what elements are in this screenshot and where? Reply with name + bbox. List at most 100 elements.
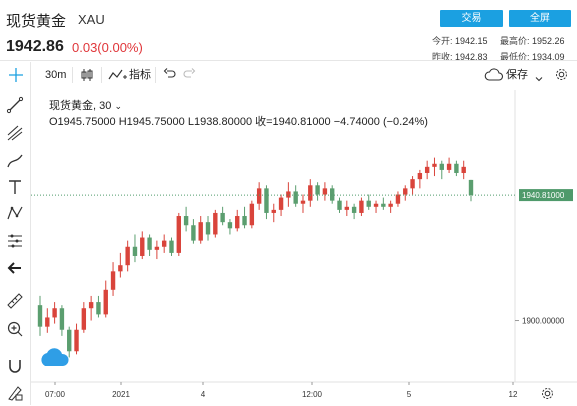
x-tick-label: 12:00: [302, 390, 323, 399]
candle-body: [256, 188, 262, 204]
x-tick-label: 2021: [112, 390, 130, 399]
candle-body: [183, 216, 189, 226]
candle-body: [417, 172, 423, 180]
stat-open-value: 1942.15: [455, 36, 488, 46]
candle-body: [191, 225, 196, 241]
pattern-tool-icon[interactable]: [4, 202, 26, 224]
candle-body: [147, 237, 152, 250]
candle-body: [59, 308, 65, 330]
candle-body: [410, 179, 415, 189]
cloud-save-icon[interactable]: [484, 67, 504, 82]
candle-body: [300, 200, 306, 204]
stat-prevclose-value: 1942.83: [455, 52, 488, 62]
stat-open: 今开: 1942.15: [432, 34, 488, 47]
magnet-icon[interactable]: [4, 355, 26, 377]
indicators-button[interactable]: 指标: [129, 69, 151, 81]
candle-body: [337, 200, 342, 210]
current-price: 1942.86: [6, 38, 64, 55]
trendline-tool-icon[interactable]: [4, 94, 26, 116]
candle-body: [359, 200, 364, 213]
toolbar-separator: [101, 67, 102, 83]
zoom-in-icon[interactable]: [4, 318, 26, 340]
stat-high: 最高价: 1952.26: [500, 34, 565, 47]
candle-body: [227, 222, 233, 229]
candle-body: [37, 305, 43, 327]
candle-body: [403, 188, 408, 195]
trade-button[interactable]: 交易: [440, 10, 503, 27]
undo-icon[interactable]: [163, 68, 176, 81]
brush-tool-icon[interactable]: [4, 150, 26, 172]
candle-body: [308, 185, 313, 201]
candle-body: [330, 188, 335, 201]
indicators-icon[interactable]: [108, 68, 128, 82]
candle-body: [74, 329, 79, 352]
candle-body: [52, 308, 57, 318]
interval-selector[interactable]: 30m: [45, 69, 67, 81]
candle-body: [446, 163, 452, 170]
chevron-down-icon[interactable]: [535, 70, 543, 82]
header-divider: [0, 60, 577, 61]
chart-logo-icon: [41, 348, 69, 366]
stat-low-label: 最低价:: [500, 52, 530, 62]
candle-body: [468, 179, 474, 196]
candle-body: [154, 246, 160, 250]
stat-open-label: 今开:: [432, 36, 453, 46]
stat-low-value: 1934.09: [532, 52, 565, 62]
lock-draw-icon[interactable]: [4, 382, 26, 404]
candle-body: [213, 212, 218, 235]
candle-body: [110, 271, 116, 290]
ruler-icon[interactable]: [4, 290, 26, 312]
candle-body: [315, 185, 320, 195]
candle-body: [366, 200, 371, 207]
candle-body: [432, 163, 437, 167]
candle-body: [118, 265, 123, 272]
candle-body: [264, 188, 269, 213]
arrow-left-icon[interactable]: [4, 257, 26, 279]
candle-body: [293, 191, 298, 204]
legend-interval: 30: [99, 100, 112, 112]
fib-tool-icon[interactable]: [4, 122, 26, 144]
candle-body: [351, 206, 357, 213]
candle-body: [271, 209, 276, 213]
candle-body: [103, 289, 108, 315]
candlestick-chart[interactable]: 1940.81000 1900.00000 07:00 2021 4 12:00 5 12: [31, 90, 577, 405]
x-tick-label: 5: [407, 390, 412, 399]
forecast-tool-icon[interactable]: [4, 230, 26, 252]
redo-icon[interactable]: [183, 68, 196, 81]
drawing-toolbar: [0, 62, 31, 405]
settings-icon[interactable]: [554, 67, 569, 82]
save-button[interactable]: 保存: [506, 69, 528, 81]
candle-body: [344, 206, 350, 210]
candle-body: [81, 308, 87, 330]
crosshair-icon[interactable]: [9, 68, 23, 82]
axis-settings-icon[interactable]: [540, 386, 555, 401]
candle-body: [322, 188, 328, 195]
candle-body: [242, 216, 247, 226]
x-tick-label: 12: [509, 390, 518, 399]
price-change: 0.03(0.00%): [72, 40, 143, 55]
candle-type-icon[interactable]: [80, 68, 94, 82]
candle-body: [373, 203, 379, 207]
fullscreen-button[interactable]: 全屏: [509, 10, 571, 27]
candle-body: [140, 237, 145, 256]
y-tick-label: 1900.00000: [522, 317, 565, 326]
chart-legend-title: 现货黄金, 30 ⌄: [49, 100, 122, 112]
candle-body: [220, 212, 225, 223]
candle-body: [461, 166, 466, 173]
candle-body: [278, 197, 284, 210]
candle-body: [286, 191, 291, 198]
candle-body: [67, 329, 72, 352]
stat-prevclose-label: 昨收:: [432, 52, 453, 62]
legend-chevron-icon[interactable]: ⌄: [114, 101, 122, 111]
toolbar-separator: [155, 67, 156, 83]
stat-prevclose: 昨收: 1942.83: [432, 50, 488, 63]
text-tool-icon[interactable]: [4, 176, 26, 198]
x-tick-label: 07:00: [45, 390, 66, 399]
candle-body: [161, 240, 167, 247]
candle-body: [439, 163, 444, 170]
last-price-tag: 1940.81000: [522, 191, 565, 200]
chart-legend-ohlc: O1945.75000 H1945.75000 L1938.80000 收=19…: [49, 116, 428, 128]
instrument-title: 现货黄金: [6, 13, 67, 30]
candle-body: [125, 246, 130, 266]
instrument-symbol: XAU: [78, 12, 105, 27]
